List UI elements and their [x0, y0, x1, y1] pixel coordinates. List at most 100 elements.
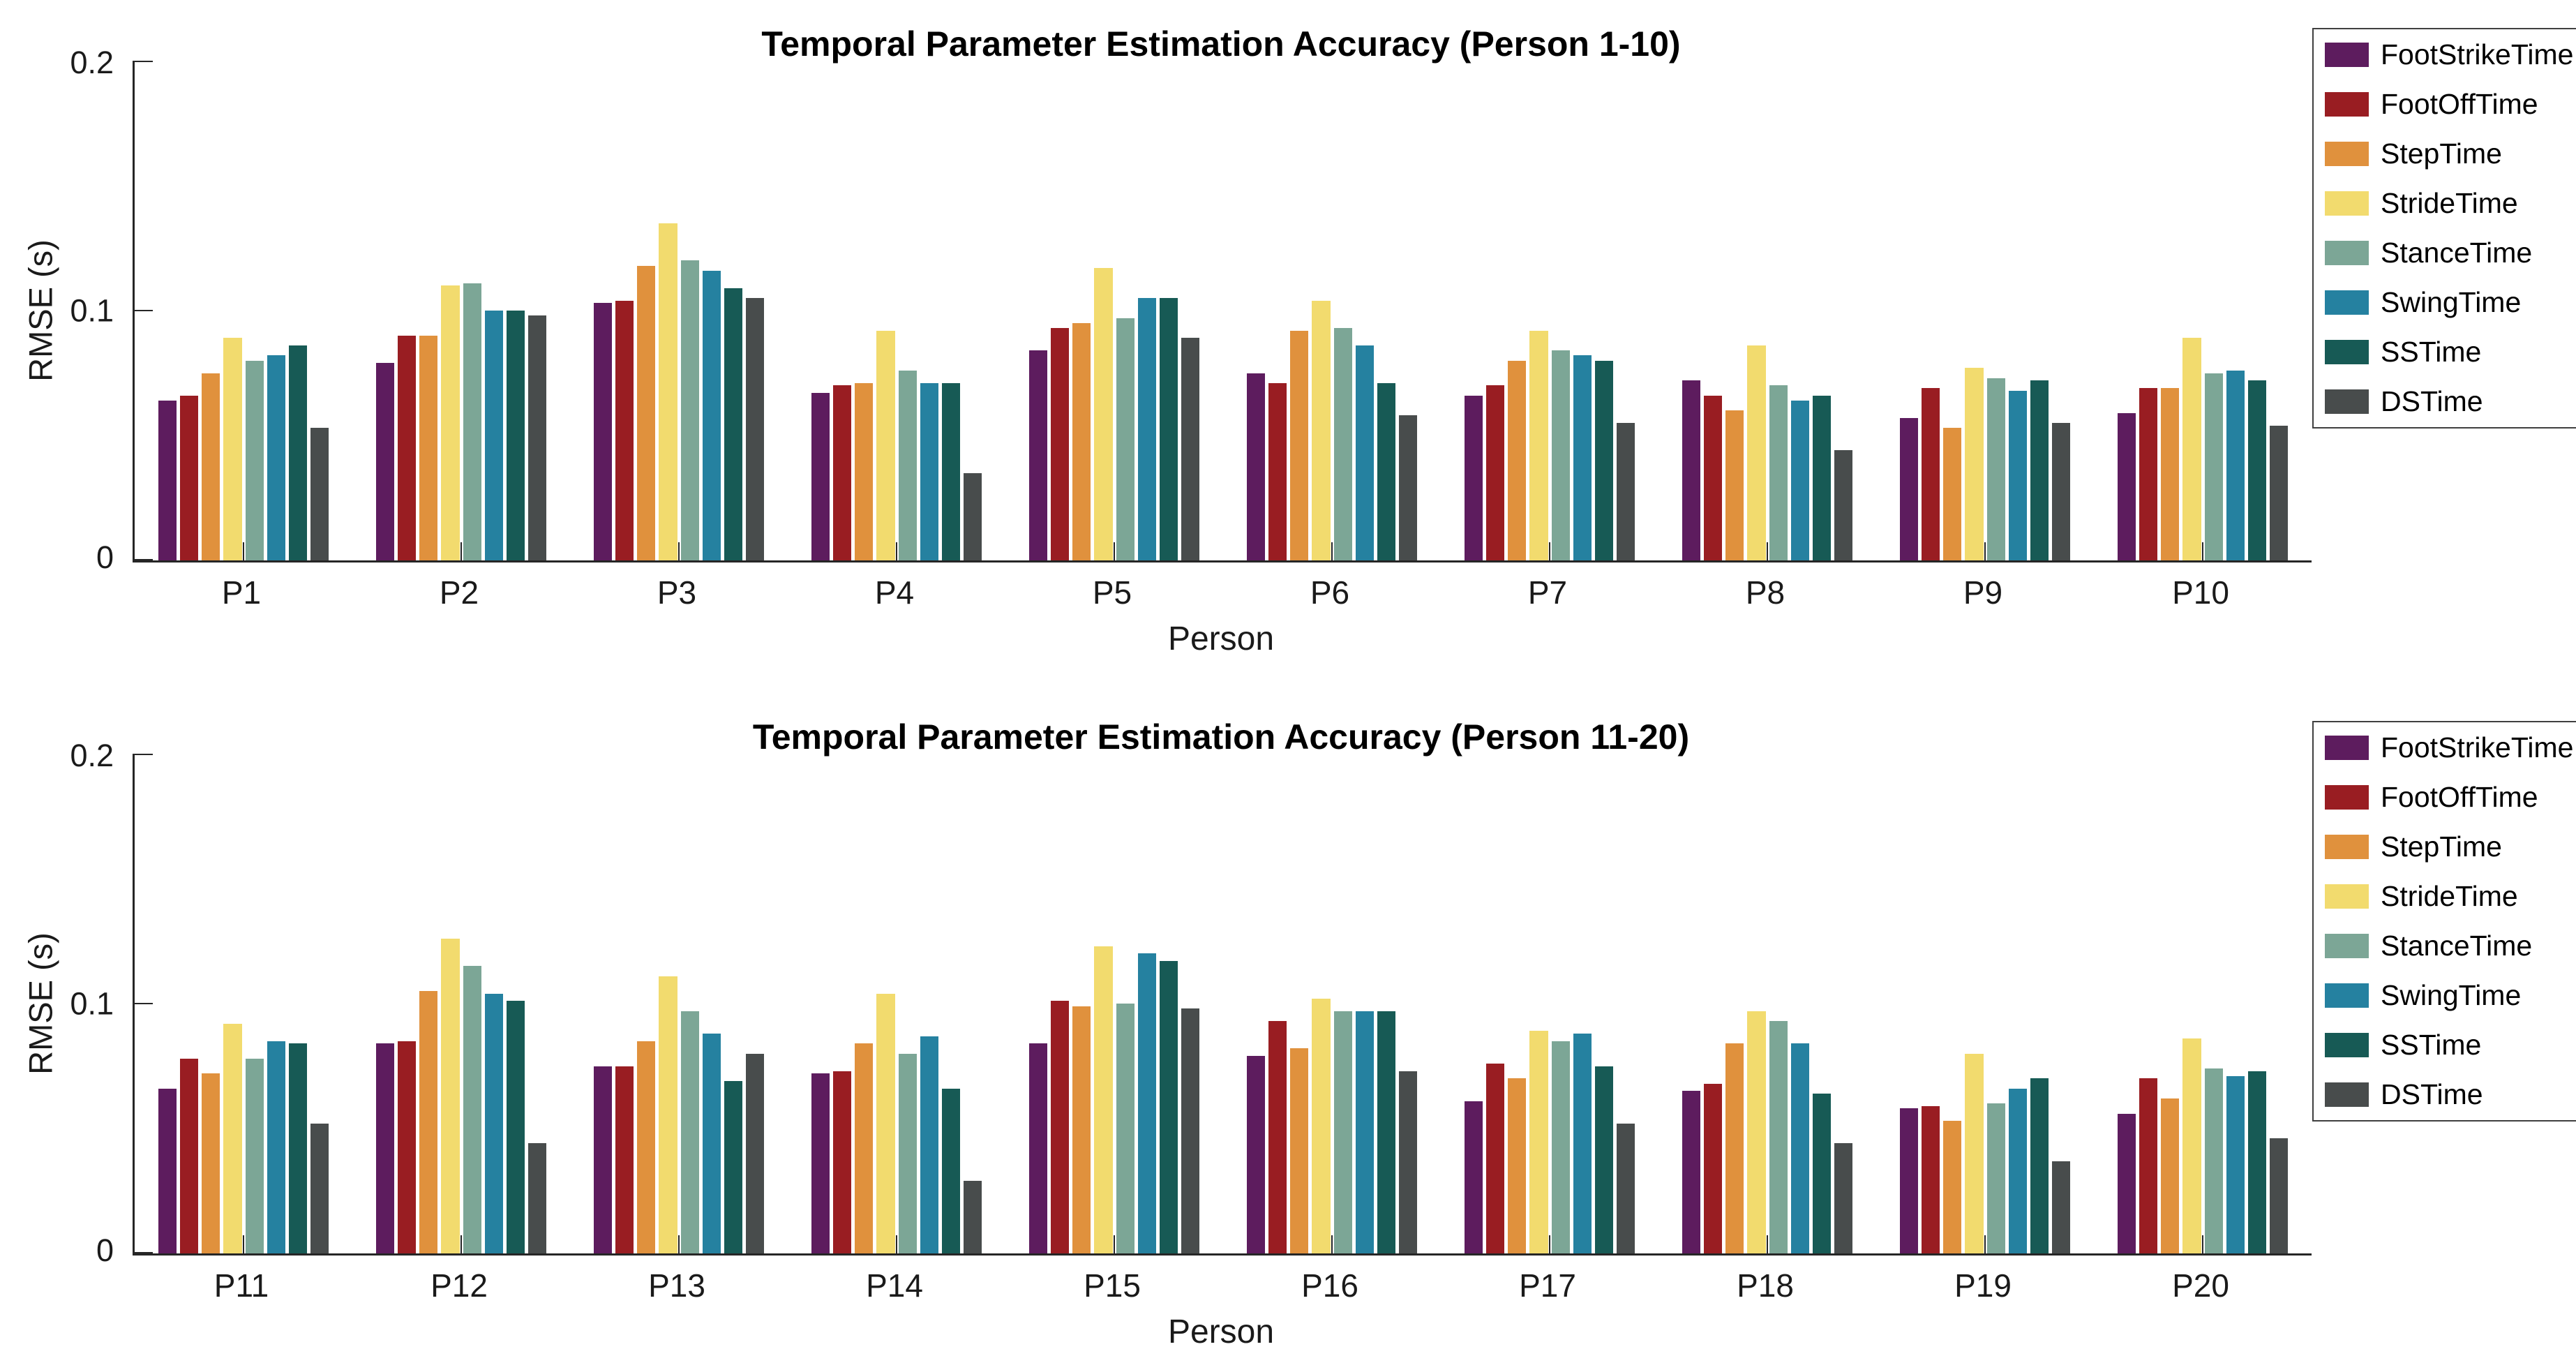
legend-item-SSTime: SSTime: [2325, 338, 2573, 366]
bar-FootOffTime-P2: [398, 335, 417, 560]
bar-FootOffTime-P12: [398, 1041, 417, 1253]
bar-SwingTime-P20: [2226, 1075, 2245, 1253]
bar-StepTime-P7: [1508, 360, 1527, 560]
bars-P9: [1900, 61, 2070, 560]
legend-label-StanceTime: StanceTime: [2381, 237, 2533, 269]
bars-P18: [1682, 754, 1852, 1253]
bar-SwingTime-P6: [1355, 345, 1374, 560]
bar-DSTime-P18: [1834, 1143, 1852, 1253]
legend-item-FootStrikeTime: FootStrikeTime: [2325, 40, 2573, 69]
bar-StrideTime-P4: [876, 330, 895, 560]
y-tick-mark-0: [135, 1252, 153, 1253]
bar-StepTime-P5: [1072, 322, 1091, 560]
bar-StepTime-P19: [1943, 1121, 1962, 1253]
legend-item-SwingTime: SwingTime: [2325, 288, 2573, 317]
plot-area: 0 0.1 0.2: [70, 47, 2312, 573]
bar-group-P19: [1876, 754, 2094, 1253]
bar-StrideTime-P9: [1965, 368, 1984, 560]
bar-DSTime-P20: [2269, 1138, 2288, 1253]
bars-P10: [2118, 61, 2288, 560]
bar-DSTime-P15: [1181, 1008, 1199, 1253]
bar-group-P6: [1223, 61, 1441, 560]
x-tick-mark-P10: [2202, 542, 2203, 560]
y-tick-mark-0: [135, 559, 153, 560]
bar-FootOffTime-P15: [1051, 1001, 1070, 1253]
bar-SwingTime-P4: [920, 382, 938, 560]
bar-DSTime-P4: [963, 472, 982, 560]
x-tick-label-P13: P13: [648, 1267, 705, 1304]
x-tick-label-P8: P8: [1745, 574, 1785, 611]
bar-group-P1: [135, 61, 352, 560]
x-tick-label-P17: P17: [1519, 1267, 1576, 1304]
bar-FootOffTime-P18: [1704, 1083, 1723, 1253]
bar-FootOffTime-P20: [2139, 1078, 2158, 1253]
bar-SSTime-P1: [288, 345, 307, 560]
x-tick-mark-P5: [1114, 542, 1115, 560]
x-tick-label-P12: P12: [430, 1267, 488, 1304]
bars-P12: [376, 754, 546, 1253]
bar-group-P2: [352, 61, 570, 560]
bar-FootStrikeTime-P2: [376, 363, 395, 560]
bar-group-P7: [1441, 61, 1658, 560]
bars-P8: [1682, 61, 1852, 560]
bar-StrideTime-P15: [1094, 946, 1113, 1253]
y-tick-label-0: 0: [96, 539, 114, 575]
legend-item-DSTime: DSTime: [2325, 1080, 2573, 1109]
bar-StanceTime-P9: [1986, 378, 2005, 560]
x-tick-label-P18: P18: [1737, 1267, 1794, 1304]
bar-SwingTime-P3: [702, 270, 721, 560]
bar-StepTime-P4: [855, 382, 874, 560]
bar-StanceTime-P13: [680, 1011, 699, 1253]
x-tick-mark-P17: [1549, 1235, 1550, 1253]
xtick-labels: P11 P12 P13 P14 P15 P16 P17 P18 P19 P20: [133, 1267, 2309, 1304]
bar-StrideTime-P19: [1965, 1053, 1984, 1253]
chart-title: Temporal Parameter Estimation Accuracy (…: [752, 717, 1690, 757]
bar-DSTime-P5: [1181, 338, 1199, 560]
legend-item-SwingTime: SwingTime: [2325, 981, 2573, 1010]
x-axis-title: Person: [1167, 1313, 1275, 1350]
x-tick-mark-P2: [460, 542, 462, 560]
x-tick-label-P16: P16: [1301, 1267, 1358, 1304]
bar-DSTime-P7: [1616, 423, 1635, 560]
bar-StrideTime-P5: [1094, 268, 1113, 560]
bar-group-P20: [2094, 754, 2312, 1253]
legend-item-FootOffTime: FootOffTime: [2325, 783, 2573, 812]
bar-SwingTime-P11: [267, 1041, 285, 1253]
bar-DSTime-P17: [1616, 1123, 1635, 1253]
bar-SSTime-P4: [941, 382, 960, 560]
x-tick-label-P9: P9: [1963, 574, 2003, 611]
bar-SwingTime-P15: [1137, 953, 1156, 1253]
bar-DSTime-P6: [1398, 415, 1417, 560]
bar-FootStrikeTime-P17: [1465, 1101, 1483, 1253]
x-tick-mark-P13: [678, 1235, 680, 1253]
legend-item-StrideTime: StrideTime: [2325, 882, 2573, 911]
bar-StepTime-P18: [1725, 1043, 1744, 1253]
bar-SSTime-P18: [1812, 1093, 1831, 1253]
bar-SSTime-P2: [506, 311, 525, 560]
legend: FootStrikeTime FootOffTime StepTime StrideT…: [2312, 721, 2576, 1122]
bar-FootStrikeTime-P3: [594, 303, 613, 560]
bar-StepTime-P15: [1072, 1006, 1091, 1253]
legend-label-FootStrikeTime: FootStrikeTime: [2381, 38, 2574, 70]
bar-StepTime-P2: [419, 335, 438, 560]
bar-StrideTime-P1: [223, 338, 242, 560]
legend-swatch-FootOffTime: [2325, 785, 2369, 810]
bar-StepTime-P14: [855, 1043, 874, 1253]
bar-DSTime-P8: [1834, 450, 1852, 560]
legend-swatch-FootOffTime: [2325, 92, 2369, 117]
bar-SSTime-P12: [506, 1001, 525, 1253]
bar-FootOffTime-P3: [615, 300, 634, 560]
x-tick-label-P20: P20: [2172, 1267, 2229, 1304]
bar-StrideTime-P16: [1312, 998, 1331, 1253]
bar-SSTime-P16: [1377, 1011, 1395, 1253]
bar-StanceTime-P19: [1986, 1103, 2005, 1253]
bar-SwingTime-P17: [1573, 1033, 1592, 1253]
y-tick-label-02: 0.2: [70, 45, 114, 80]
legend-label-SwingTime: SwingTime: [2381, 979, 2522, 1011]
legend-label-StepTime: StepTime: [2381, 137, 2502, 170]
bars-P2: [376, 61, 546, 560]
bars-P17: [1465, 754, 1635, 1253]
bar-DSTime-P3: [745, 298, 764, 560]
x-tick-mark-P19: [1984, 1235, 1986, 1253]
legend-label-StrideTime: StrideTime: [2381, 187, 2518, 219]
